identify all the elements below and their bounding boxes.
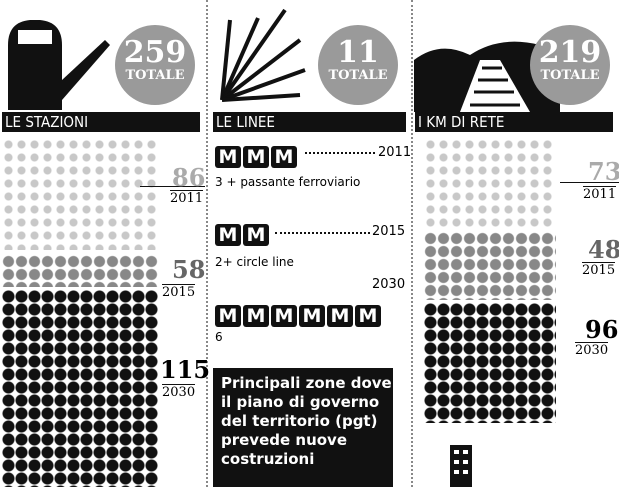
dots-2011 xyxy=(2,138,158,250)
metro-logo: M xyxy=(299,305,325,327)
total-label: TOTALE xyxy=(530,69,610,83)
metro-logo: M xyxy=(355,305,381,327)
dots-2015 xyxy=(424,232,556,300)
leader xyxy=(275,232,370,234)
year: 2015 xyxy=(582,262,615,278)
year: 2030 xyxy=(162,384,195,400)
metro-logo: M xyxy=(215,305,241,327)
note: 6 xyxy=(215,330,223,344)
metro-logo: M xyxy=(243,146,269,168)
callout: Principali zone dove il piano di governo… xyxy=(213,368,393,487)
year: 2015 xyxy=(372,224,405,239)
total-label: TOTALE xyxy=(115,69,195,83)
metro-logo: M xyxy=(271,305,297,327)
panel-title: I KM DI RETE xyxy=(415,112,613,132)
metro-logo: M xyxy=(271,146,297,168)
note: 2+ circle line xyxy=(215,255,294,269)
icons xyxy=(0,0,619,112)
year: 2015 xyxy=(162,284,195,300)
metro-logo: M xyxy=(327,305,353,327)
metro-logo: M xyxy=(215,224,241,246)
year: 2030 xyxy=(372,277,405,292)
total: 259 xyxy=(115,37,195,69)
leader xyxy=(305,152,375,154)
total: 11 xyxy=(318,37,398,69)
metro-logo: M xyxy=(243,305,269,327)
note: 3 + passante ferroviario xyxy=(215,175,360,189)
total-label: TOTALE xyxy=(318,69,398,83)
value: 96 xyxy=(585,318,618,342)
dots-2015 xyxy=(2,255,158,287)
total: 219 xyxy=(530,37,610,69)
year: 2011 xyxy=(378,145,411,160)
dots-2011 xyxy=(424,138,556,230)
metro-logo: M xyxy=(215,146,241,168)
dots-2030 xyxy=(424,303,556,423)
year: 2030 xyxy=(575,342,608,358)
metro-logo: M xyxy=(243,224,269,246)
value: 86 xyxy=(172,166,205,190)
value: 58 xyxy=(172,258,205,282)
value: 73 xyxy=(588,160,619,184)
year: 2011 xyxy=(583,186,616,202)
panel-title: LE STAZIONI xyxy=(2,112,200,132)
value: 48 xyxy=(588,238,619,262)
building-icon xyxy=(440,440,490,487)
infographic: 259TOTALE LE STAZIONI 86 2011 58 2015 11… xyxy=(0,0,619,487)
value: 115 xyxy=(160,358,210,382)
dots-2030 xyxy=(2,290,158,487)
panel-title: LE LINEE xyxy=(213,112,406,132)
year: 2011 xyxy=(170,190,203,206)
